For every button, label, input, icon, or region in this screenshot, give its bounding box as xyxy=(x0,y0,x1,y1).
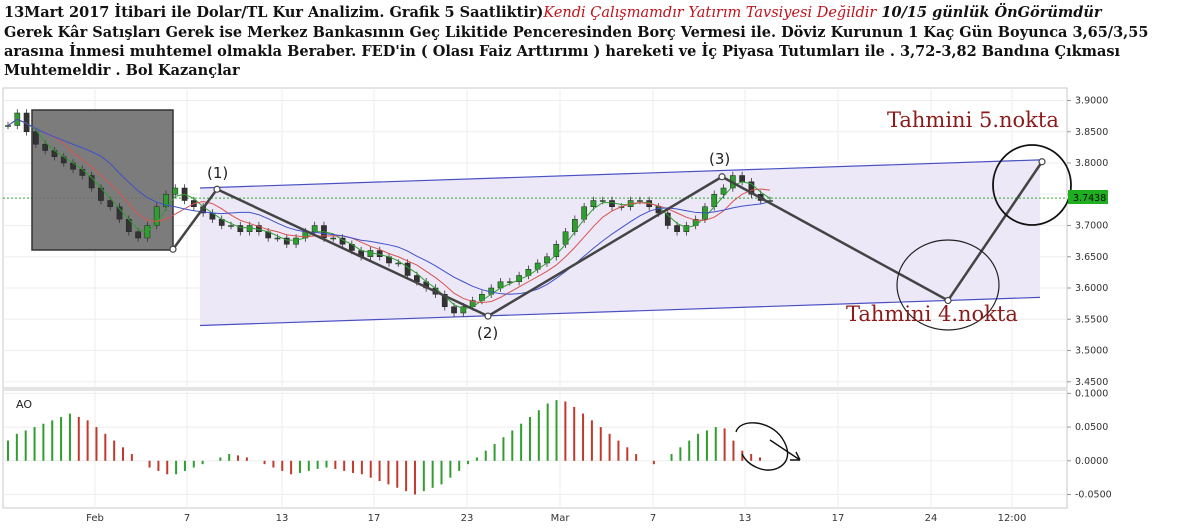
candle xyxy=(79,169,86,176)
candle xyxy=(367,250,374,257)
candle xyxy=(404,262,411,276)
caption-disclaimer: Kendi Çalışmamdır Yatırım Tavsiyesi Deği… xyxy=(543,5,877,21)
candle xyxy=(246,225,253,232)
candle xyxy=(683,225,690,232)
candle xyxy=(293,237,299,245)
candle xyxy=(544,256,550,264)
candle xyxy=(107,200,114,207)
ao-tick-label: -0.0500 xyxy=(1075,490,1112,501)
candle xyxy=(228,225,234,227)
candle xyxy=(135,231,141,239)
candle xyxy=(311,225,318,232)
last-price-badge xyxy=(1068,190,1108,204)
candle xyxy=(720,187,727,195)
x-tick-label: 13 xyxy=(276,513,289,524)
x-tick-label: 17 xyxy=(832,513,845,524)
caption-body: Gerek Kâr Satışları Gerek ise Merkez Ban… xyxy=(4,24,1149,79)
zigzag-point xyxy=(213,185,221,193)
moving-average-line xyxy=(7,118,771,304)
label-point-3: (3) xyxy=(709,150,730,168)
y-tick-label: 3.6500 xyxy=(1075,252,1108,263)
candle xyxy=(451,306,457,314)
candle xyxy=(664,212,671,226)
channel-fill xyxy=(200,159,1040,326)
x-axis-ticks: Feb 7 13 17 23 Mar 7 13 17 24 12:00 xyxy=(86,513,1026,524)
zigzag-path xyxy=(171,161,1044,318)
gray-box xyxy=(31,109,174,251)
x-tick-label: 17 xyxy=(368,513,381,524)
y-tick-label: 3.5000 xyxy=(1075,346,1108,357)
ao-panel xyxy=(2,389,1068,509)
moving-average-line xyxy=(7,118,771,295)
ao-tick-label: 0.0500 xyxy=(1075,422,1108,433)
zigzag-point xyxy=(484,312,492,320)
candle xyxy=(153,206,160,226)
y-tick-label: 3.9000 xyxy=(1075,96,1108,107)
candle xyxy=(637,200,643,202)
zigzag-point xyxy=(1038,158,1046,166)
ao-bars xyxy=(7,400,761,495)
y-tick-label: 3.6000 xyxy=(1075,283,1108,294)
y-axis-ticks: 3.90003.85003.80003.75003.70003.65003.60… xyxy=(1067,96,1108,388)
x-tick-label: 12:00 xyxy=(998,513,1027,524)
label-point-2: (2) xyxy=(477,324,498,342)
candle xyxy=(395,262,402,265)
y-tick-label: 3.7000 xyxy=(1075,221,1108,232)
candle xyxy=(599,200,606,202)
candle xyxy=(237,225,244,232)
zigzag-points xyxy=(169,158,1046,320)
chart-caption: 13Mart 2017 İtibari ile Dolar/TL Kur Ana… xyxy=(4,3,1194,80)
candle xyxy=(172,187,179,195)
ao-tick-label: 0.0000 xyxy=(1075,456,1108,467)
candle xyxy=(163,194,169,207)
x-tick-label: 23 xyxy=(461,513,474,524)
x-tick-label: Mar xyxy=(551,513,571,524)
ao-tick-label: 0.1000 xyxy=(1075,388,1108,399)
label-point-1: (1) xyxy=(207,164,228,182)
y-tick-label: 3.8000 xyxy=(1075,158,1108,169)
candle xyxy=(674,225,680,232)
caption-title: 13Mart 2017 İtibari ile Dolar/TL Kur Ana… xyxy=(4,4,544,21)
candle xyxy=(283,237,290,245)
candle xyxy=(88,175,95,189)
moving-averages xyxy=(7,118,771,310)
x-tick-label: 7 xyxy=(184,513,190,524)
y-tick-label: 3.4500 xyxy=(1075,377,1108,388)
circle-point-5 xyxy=(992,144,1072,226)
ao-y-ticks: 0.1000 0.0500 0.0000 -0.0500 xyxy=(1067,388,1112,501)
candle xyxy=(33,131,39,145)
candle xyxy=(376,250,383,257)
candle xyxy=(5,125,11,127)
caption-horizon: 10/15 günlük ÖnGörümdür xyxy=(876,4,1102,21)
y-tick-label: 3.5500 xyxy=(1075,314,1108,325)
x-tick-label: Feb xyxy=(86,513,104,524)
x-tick-label: 24 xyxy=(925,513,938,524)
candle xyxy=(441,294,448,307)
candle xyxy=(330,237,337,240)
zigzag-point xyxy=(169,245,177,253)
label-point-4: Tahmini 4.nokta xyxy=(846,302,1018,326)
candle xyxy=(739,175,745,182)
zigzag-point xyxy=(944,296,952,305)
x-tick-label: 13 xyxy=(739,513,752,524)
candle xyxy=(116,206,123,220)
candle xyxy=(553,244,560,257)
candle xyxy=(609,200,615,207)
candle xyxy=(460,306,467,314)
candle xyxy=(590,200,597,207)
ao-title: AO xyxy=(16,398,32,411)
channel-upper-line xyxy=(199,159,1041,189)
y-tick-label: 3.8500 xyxy=(1075,127,1108,138)
candle xyxy=(274,237,281,240)
candle xyxy=(42,144,49,151)
label-point-5: Tahmini 5.nokta xyxy=(887,108,1059,132)
circle-point-4 xyxy=(896,239,1000,331)
ao-hand-drawn-arrow xyxy=(735,422,801,471)
x-tick-label: 7 xyxy=(650,513,656,524)
zigzag-point xyxy=(718,173,726,181)
last-price-label: 3.7438 xyxy=(1073,193,1106,204)
